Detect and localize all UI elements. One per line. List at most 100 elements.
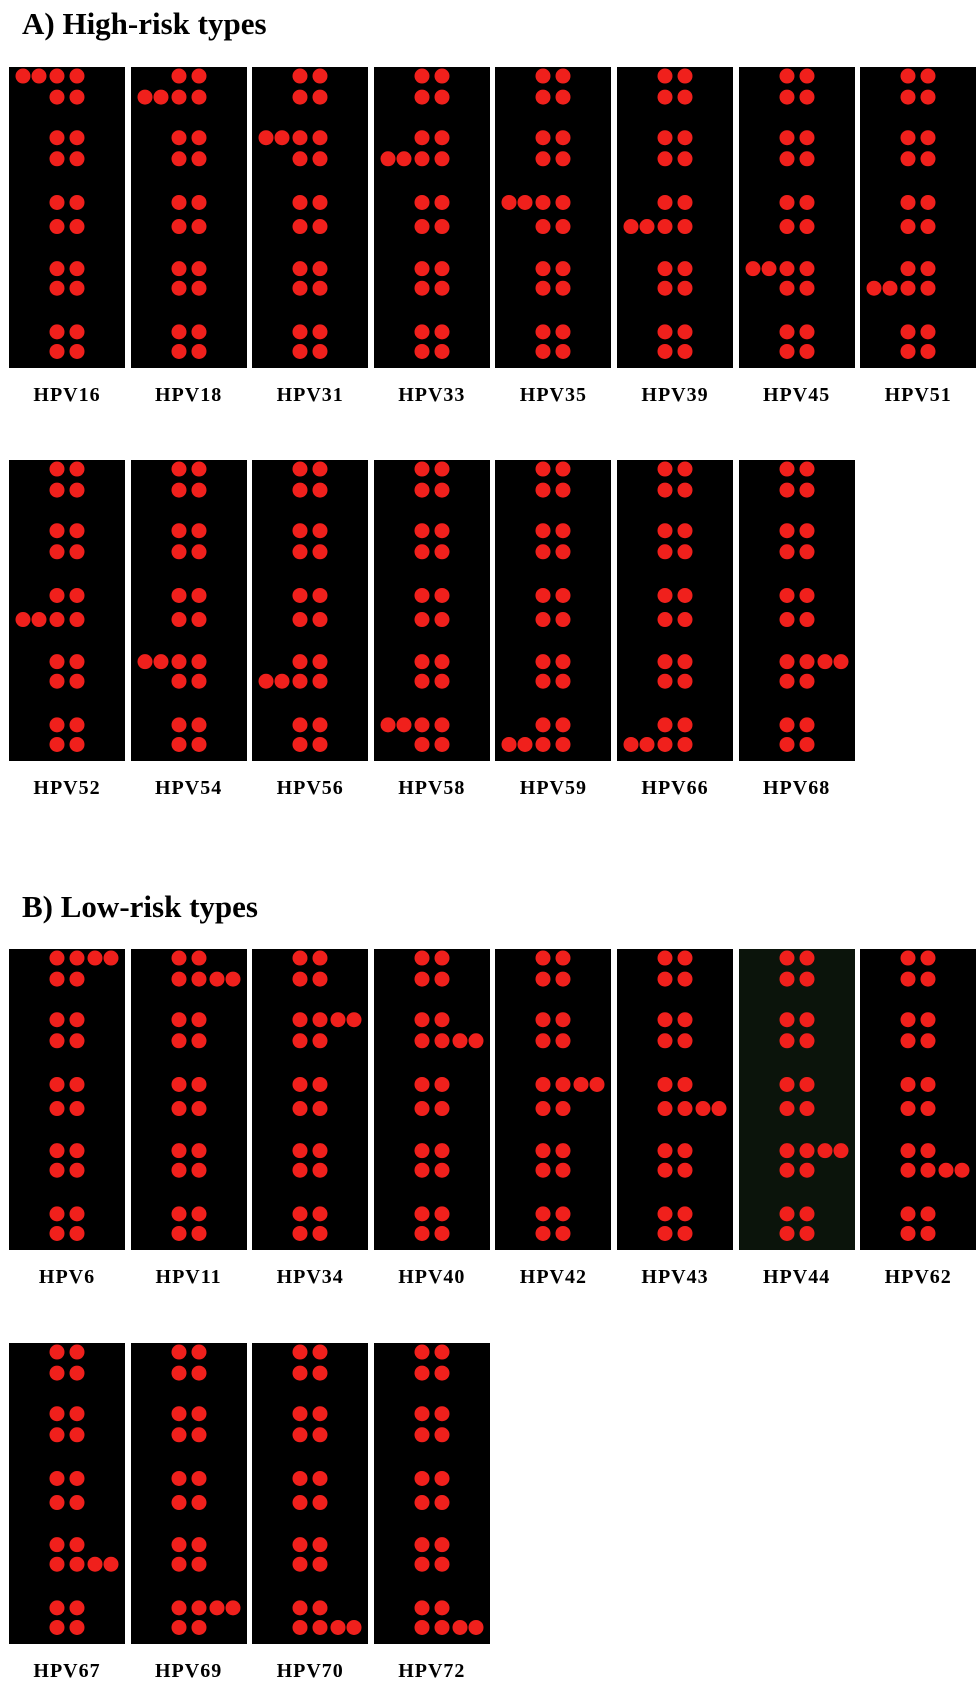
spot <box>313 1471 328 1486</box>
spot <box>293 612 308 627</box>
spot <box>414 654 429 669</box>
panel-background <box>374 460 490 761</box>
spot <box>414 674 429 689</box>
spot <box>901 90 916 105</box>
type-label: HPV34 <box>249 1266 371 1289</box>
panel-background <box>617 949 733 1250</box>
spot <box>313 544 328 559</box>
spot <box>414 344 429 359</box>
spot <box>70 588 85 603</box>
microarray-panel <box>495 67 611 368</box>
spot <box>171 612 186 627</box>
spot <box>658 951 673 966</box>
spot <box>293 1345 308 1360</box>
panel-background <box>739 67 855 368</box>
probe-spot <box>347 1620 362 1635</box>
spot <box>779 1101 794 1116</box>
spot <box>799 195 814 210</box>
spot <box>658 523 673 538</box>
microarray-panel <box>252 1343 368 1644</box>
spot <box>313 90 328 105</box>
spot <box>191 1406 206 1421</box>
spot <box>414 1226 429 1241</box>
spot <box>658 544 673 559</box>
spot <box>313 1077 328 1092</box>
microarray-panel <box>374 460 490 761</box>
spot <box>313 69 328 84</box>
spot <box>434 219 449 234</box>
spot <box>799 261 814 276</box>
spot <box>70 544 85 559</box>
spot <box>921 69 936 84</box>
spot <box>799 737 814 752</box>
spot <box>171 1206 186 1221</box>
spot <box>921 130 936 145</box>
spot <box>556 674 571 689</box>
type-label: HPV18 <box>128 384 250 407</box>
probe-spot <box>88 951 103 966</box>
panel-background <box>131 1343 247 1644</box>
spot <box>191 1600 206 1615</box>
spot <box>799 1033 814 1048</box>
spot <box>414 588 429 603</box>
probe-spot <box>380 151 395 166</box>
spot <box>70 1537 85 1552</box>
spot <box>50 261 65 276</box>
spot <box>901 1033 916 1048</box>
probe-spot <box>259 130 274 145</box>
spot <box>678 523 693 538</box>
spot <box>293 219 308 234</box>
type-label: HPV68 <box>736 777 858 800</box>
spot <box>50 219 65 234</box>
spot <box>779 90 794 105</box>
spot <box>293 462 308 477</box>
spot <box>171 90 186 105</box>
spot <box>536 462 551 477</box>
spot <box>536 1143 551 1158</box>
probe-spot <box>817 654 832 669</box>
spot <box>658 1077 673 1092</box>
spot <box>50 1163 65 1178</box>
type-label: HPV40 <box>371 1266 493 1289</box>
spot <box>901 1077 916 1092</box>
spot <box>293 654 308 669</box>
type-label: HPV52 <box>6 777 128 800</box>
spot <box>779 588 794 603</box>
spot <box>313 151 328 166</box>
spot <box>921 281 936 296</box>
probe-spot <box>225 1600 240 1615</box>
spot <box>799 1143 814 1158</box>
spot <box>70 737 85 752</box>
spot <box>70 1033 85 1048</box>
spot <box>414 151 429 166</box>
spot <box>901 281 916 296</box>
spot <box>313 1206 328 1221</box>
spot <box>921 219 936 234</box>
spot <box>678 544 693 559</box>
spot <box>556 951 571 966</box>
spot <box>901 344 916 359</box>
spot <box>414 483 429 498</box>
spot <box>779 324 794 339</box>
spot <box>434 1012 449 1027</box>
spot <box>70 1406 85 1421</box>
spot <box>434 544 449 559</box>
panel-background <box>9 949 125 1250</box>
type-label: HPV39 <box>614 384 736 407</box>
spot <box>536 588 551 603</box>
spot <box>313 1143 328 1158</box>
spot <box>779 344 794 359</box>
spot <box>313 1620 328 1635</box>
spot <box>678 130 693 145</box>
spot <box>556 195 571 210</box>
spot <box>171 1033 186 1048</box>
probe-spot <box>16 612 31 627</box>
spot <box>536 1012 551 1027</box>
probe-spot <box>347 1012 362 1027</box>
panel-background <box>9 67 125 368</box>
spot <box>799 1163 814 1178</box>
spot <box>536 130 551 145</box>
spot <box>50 544 65 559</box>
spot <box>779 1077 794 1092</box>
spot <box>779 1226 794 1241</box>
